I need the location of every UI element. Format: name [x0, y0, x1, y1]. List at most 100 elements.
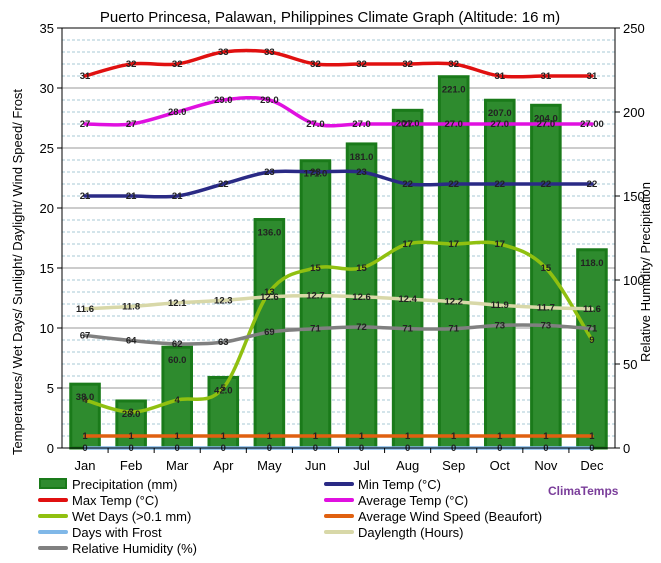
series-point-label: 62 [172, 339, 183, 350]
series-point-label: 67 [80, 330, 91, 341]
series-point-label: 9 [589, 335, 594, 346]
series-point-label: 15 [310, 263, 321, 274]
series-point-label: 1 [405, 431, 411, 442]
series-point-label: 63 [218, 337, 229, 348]
x-tick-label: Nov [534, 458, 558, 473]
series-point-label: 22 [541, 179, 552, 190]
series-point-label: 23 [264, 167, 275, 178]
y-right-tick-label: 150 [623, 189, 645, 204]
precipitation-value-label: 42.0 [214, 385, 233, 396]
legend-label: Days with Frost [72, 525, 162, 540]
precipitation-value-label: 136.0 [257, 228, 281, 239]
legend: Precipitation (mm) Min Temp (°C) Max Temp … [38, 477, 542, 556]
series-point-label: 1 [267, 431, 273, 442]
series-point-label: 72 [356, 322, 367, 333]
series-point-label: 4 [82, 395, 88, 406]
series-point-label: 31 [495, 71, 506, 82]
series-point-label: 1 [82, 431, 88, 442]
series-point-label: 22 [495, 179, 506, 190]
series-point-label: 27.0 [491, 119, 510, 130]
series-point-label: 27.0 [306, 119, 325, 130]
series-line [83, 240, 594, 414]
series-point-label: 32 [310, 59, 321, 70]
series-point-label: 27 [80, 119, 91, 130]
series-point-label: 64 [126, 335, 137, 346]
series-point-label: 1 [128, 431, 134, 442]
y-left-tick-label: 25 [40, 141, 54, 156]
series-point-label: 69 [264, 327, 275, 338]
series-point-label: 12.3 [214, 295, 233, 306]
series-point-label: 71 [448, 324, 459, 335]
y-axis-left-label: Temperatures/ Wet Days/ Sunlight/ Daylig… [10, 89, 25, 455]
y-right-tick-label: 250 [623, 21, 645, 36]
precipitation-value-label: 221.0 [442, 85, 466, 96]
series-point-label: 27 [126, 119, 137, 130]
series-point-label: 12.6 [352, 292, 371, 303]
series-point-label: 27.0 [444, 119, 463, 130]
precipitation-value-label: 171.0 [304, 169, 328, 180]
precipitation-bar [391, 108, 424, 450]
x-tick-label: Jun [305, 458, 326, 473]
series-point-label: 33 [218, 47, 229, 58]
series-point-label: 22 [587, 179, 598, 190]
series-point-label: 11.8 [122, 301, 140, 312]
series-point-label: 32 [448, 59, 459, 70]
y-left-tick-label: 30 [40, 81, 54, 96]
series-point-label: 11.7 [537, 303, 555, 314]
series-point-label: 22 [218, 179, 229, 190]
series-point-label: 31 [541, 71, 552, 82]
series-point-label: 17 [448, 239, 459, 250]
series-point-label: 32 [172, 59, 183, 70]
series-line [83, 48, 594, 79]
series-point-label: 11.9 [491, 300, 509, 311]
series-point-label: 27.0 [537, 119, 556, 130]
precipitation-value-label: 204.0 [534, 113, 558, 124]
y-right-tick-label: 200 [623, 105, 645, 120]
series-point-label: 28.0 [168, 107, 187, 118]
x-tick-label: Jul [353, 458, 370, 473]
precipitation-bar [576, 248, 608, 450]
x-tick-label: Oct [490, 458, 511, 473]
legend-label: Average Temp (°C) [358, 493, 468, 508]
series-point-label: 23 [310, 167, 321, 178]
series-point-label: 1 [359, 431, 365, 442]
y-left-tick-label: 20 [40, 201, 54, 216]
series-point-label: 12.2 [444, 297, 463, 308]
precipitation-value-label: 201.0 [396, 118, 420, 129]
series-line [83, 169, 594, 199]
y-axis-right-label: Relative Humidity/ Precipitation [638, 182, 653, 362]
watermark: ClimaTemps [548, 484, 619, 498]
series-point-label: 1 [589, 431, 595, 442]
y-left-tick-label: 35 [40, 21, 54, 36]
legend-label: Average Wind Speed (Beaufort) [358, 509, 542, 524]
precipitation-bar [484, 98, 516, 450]
series-point-label: 1 [497, 431, 503, 442]
chart-title: Puerto Princesa, Palawan, Philippines Cl… [100, 9, 560, 26]
legend-label: Wet Days (>0.1 mm) [72, 509, 191, 524]
precipitation-bar [115, 399, 147, 450]
legend-label: Min Temp (°C) [358, 477, 441, 492]
x-tick-label: Apr [213, 458, 234, 473]
series-point-label: 71 [587, 324, 598, 335]
legend-label: Precipitation (mm) [72, 477, 177, 492]
y-left-tick-label: 5 [47, 381, 54, 396]
precipitation-value-label: 38.0 [76, 392, 95, 403]
series-point-label: 71 [402, 324, 413, 335]
series-point-label: 73 [541, 320, 552, 331]
series-point-label: 1 [175, 431, 181, 442]
legend-label: Daylength (Hours) [358, 525, 464, 540]
y-left-tick-label: 0 [47, 441, 54, 456]
precipitation-bar [299, 159, 332, 450]
y-right-tick-label: 50 [623, 357, 637, 372]
series-point-label: 23 [356, 167, 367, 178]
series-point-label: 17 [402, 239, 413, 250]
precipitation-value-label: 60.0 [168, 355, 187, 366]
legend-swatch [39, 478, 67, 489]
series-point-label: 21 [80, 191, 91, 202]
precipitation-value-label: 118.0 [580, 258, 603, 269]
series-line [83, 95, 594, 128]
legend-label: Max Temp (°C) [72, 493, 159, 508]
x-tick-label: Jan [75, 458, 96, 473]
